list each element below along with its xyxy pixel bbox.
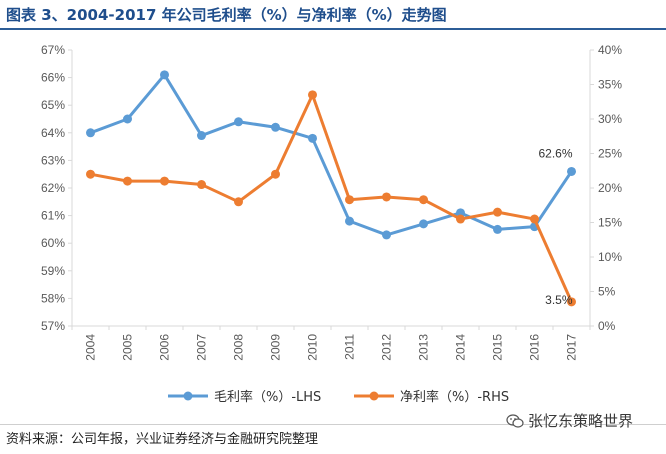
- y-left-tick-label: 59%: [41, 264, 65, 278]
- net-margin-point: [382, 192, 391, 202]
- x-tick-label: 2017: [565, 334, 579, 361]
- net-margin-line: [90, 93, 573, 303]
- legend-gross-margin-marker: [183, 391, 193, 401]
- x-tick-label: 2006: [158, 334, 172, 361]
- gross-margin-point: [234, 117, 243, 127]
- net-margin-point: [493, 207, 502, 217]
- watermark: 张忆东策略世界: [506, 410, 633, 431]
- y-left-tick-label: 65%: [41, 98, 65, 112]
- net-margin-point: [308, 90, 317, 100]
- y-left-tick-label: 58%: [41, 291, 65, 305]
- y-right-tick-label: 10%: [598, 250, 622, 264]
- net-margin-point: [345, 195, 354, 205]
- net-margin-point: [530, 214, 539, 224]
- net-margin-point: [567, 297, 576, 307]
- gross-margin-point: [493, 224, 502, 234]
- watermark-text: 张忆东策略世界: [528, 412, 634, 430]
- legend-net-margin-marker: [369, 391, 379, 401]
- gross-margin-point: [345, 216, 354, 226]
- net-margin-point: [234, 197, 243, 207]
- chart-title: 图表 3、2004-2017 年公司毛利率（%）与净利率（%）走势图: [6, 6, 447, 24]
- y-right-tick-label: 40%: [598, 43, 622, 57]
- y-left-tick-label: 63%: [41, 153, 65, 167]
- x-tick-label: 2014: [454, 334, 468, 361]
- data-label: 62.6%: [538, 146, 572, 160]
- y-right-tick-label: 20%: [598, 181, 622, 195]
- gross-margin-point: [308, 133, 317, 143]
- net-margin-point: [419, 195, 428, 205]
- source-rule: [0, 424, 666, 425]
- x-tick-label: 2007: [195, 334, 209, 361]
- gross-margin-point: [197, 131, 206, 141]
- title-rule: [0, 28, 666, 30]
- net-margin-point: [271, 169, 280, 179]
- y-left-tick-label: 60%: [41, 236, 65, 250]
- net-margin-point: [456, 214, 465, 224]
- y-left-tick-label: 66%: [41, 71, 65, 85]
- gross-margin-point: [160, 70, 169, 80]
- y-right-tick-label: 5%: [598, 285, 616, 299]
- net-margin-point: [86, 169, 95, 179]
- net-margin-point: [197, 180, 206, 190]
- y-left-tick-label: 64%: [41, 126, 65, 140]
- y-right-tick-label: 30%: [598, 112, 622, 126]
- data-label: 3.5%: [545, 293, 573, 307]
- gross-margin-point: [123, 114, 132, 124]
- y-right-tick-label: 25%: [598, 147, 622, 161]
- x-tick-label: 2013: [417, 334, 431, 361]
- gross-margin-point: [567, 166, 576, 176]
- x-tick-label: 2011: [343, 334, 357, 360]
- y-right-tick-label: 15%: [598, 216, 622, 230]
- y-right-tick-label: 35%: [598, 78, 622, 92]
- legend-gross-margin-label: 毛利率（%）-LHS: [214, 389, 321, 405]
- net-margin-point: [160, 176, 169, 186]
- y-left-tick-label: 67%: [41, 43, 65, 57]
- gross-margin-point: [456, 208, 465, 218]
- x-tick-label: 2008: [232, 334, 246, 361]
- x-tick-label: 2010: [306, 334, 320, 361]
- y-right-tick-label: 0%: [598, 319, 616, 333]
- y-left-tick-label: 57%: [41, 319, 65, 333]
- gross-margin-point: [86, 128, 95, 138]
- gross-margin-point: [382, 230, 391, 240]
- legend-net-margin-label: 净利率（%）-RHS: [400, 389, 509, 405]
- x-tick-label: 2009: [269, 334, 283, 361]
- x-tick-label: 2004: [84, 334, 98, 361]
- gross-margin-point: [271, 122, 280, 132]
- x-tick-label: 2012: [380, 334, 394, 361]
- x-tick-label: 2015: [491, 334, 505, 361]
- gross-margin-point: [419, 219, 428, 229]
- wechat-icon: [506, 414, 524, 428]
- source-note: 资料来源：公司年报，兴业证券经济与金融研究院整理: [6, 432, 319, 447]
- y-left-tick-label: 62%: [41, 181, 65, 195]
- gross-margin-line: [89, 73, 573, 237]
- y-left-tick-label: 61%: [41, 209, 65, 223]
- net-margin-point: [123, 176, 132, 186]
- x-tick-label: 2016: [528, 334, 542, 361]
- x-tick-label: 2005: [121, 334, 135, 361]
